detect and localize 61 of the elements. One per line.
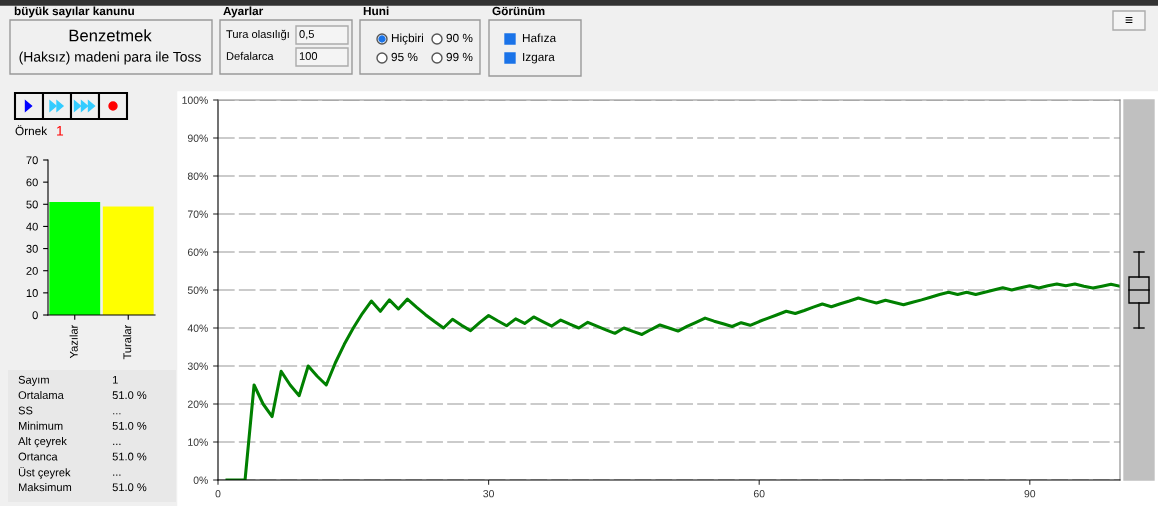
y-tick-label: 20% xyxy=(187,400,208,408)
y-tick-label: 40% xyxy=(187,324,208,332)
text: Maksimum xyxy=(18,483,72,492)
text: 51.0 % xyxy=(112,391,147,400)
text: 0,5 xyxy=(299,30,314,40)
text: SS xyxy=(18,406,33,415)
text: Huni xyxy=(363,6,389,16)
y-tick-label: 0 xyxy=(32,311,38,320)
text: ... xyxy=(113,413,121,415)
y-tick-label: 0% xyxy=(193,476,208,484)
text: 99 % xyxy=(446,52,473,62)
text: 51.0 % xyxy=(112,452,147,461)
text: Sayım xyxy=(18,375,49,386)
y-tick-label: 60% xyxy=(187,248,208,256)
x-tick-label: 90 xyxy=(1024,490,1036,498)
y-tick-label: 10% xyxy=(188,438,208,446)
text: 90 % xyxy=(446,33,473,43)
text: ≡ xyxy=(1125,17,1133,23)
y-tick-label: 10 xyxy=(26,289,38,297)
text: 100 xyxy=(299,52,318,60)
y-tick-label: 90% xyxy=(187,134,208,142)
y-tick-label: 70% xyxy=(187,210,208,218)
y-tick-label: 50 xyxy=(26,200,38,209)
y-tick-label: 70 xyxy=(26,156,38,165)
text: Minimum xyxy=(18,421,63,430)
y-tick-label: 80% xyxy=(187,172,208,180)
text: Örnek xyxy=(15,125,48,136)
text: Benzetmek xyxy=(69,29,152,42)
line-series xyxy=(225,282,1120,480)
x-tick-label: Turalar xyxy=(123,324,132,360)
text: 1 xyxy=(113,375,118,384)
text: 1 xyxy=(57,126,64,136)
x-tick-label: 30 xyxy=(483,490,494,498)
text: Üst çeyrek xyxy=(18,467,71,479)
y-tick-label: 100% xyxy=(182,96,208,104)
text: 51.0 % xyxy=(112,421,147,430)
text: Tura olasılığı xyxy=(226,29,289,41)
text: Ortanca xyxy=(18,452,58,461)
text: (Haksız) madeni para ile Toss xyxy=(19,51,201,65)
y-tick-label: 40 xyxy=(26,222,38,231)
y-tick-label: 60 xyxy=(26,178,38,187)
text: Görünüm xyxy=(492,6,545,16)
x-tick-label: Yazılar xyxy=(69,324,78,359)
text: Alt çeyrek xyxy=(18,436,67,448)
text: ... xyxy=(113,474,121,476)
text: büyük sayılar kanunu xyxy=(14,6,134,18)
y-tick-label: 50% xyxy=(187,286,208,294)
text: Hiçbiri xyxy=(391,33,423,45)
text: Ayarlar xyxy=(223,6,264,18)
text: ... xyxy=(113,443,121,446)
text: Izgara xyxy=(523,52,555,64)
y-tick-label: 20 xyxy=(26,266,38,275)
text: Defalarca xyxy=(226,51,274,60)
x-tick-label: 0 xyxy=(215,490,221,498)
y-tick-label: 30 xyxy=(26,244,38,253)
text: Hafıza xyxy=(522,33,557,43)
text: 51.0 % xyxy=(112,483,147,492)
x-tick-label: 60 xyxy=(753,490,765,498)
text: Ortalama xyxy=(18,390,64,400)
y-tick-label: 30% xyxy=(187,362,208,370)
text: 95 % xyxy=(391,52,418,62)
